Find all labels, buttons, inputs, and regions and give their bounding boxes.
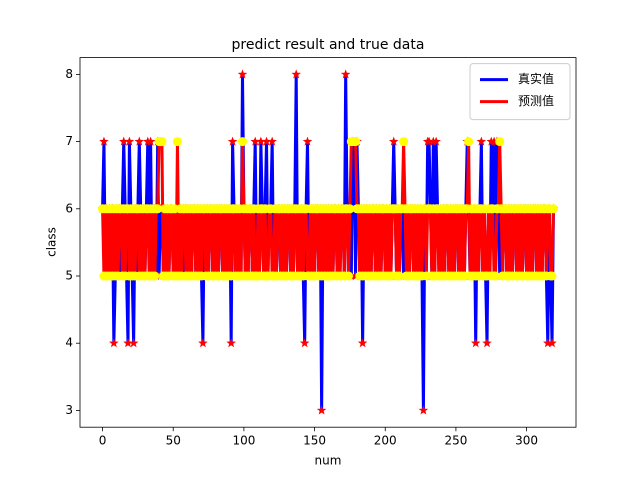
circle-marker xyxy=(394,271,404,281)
circle-marker xyxy=(495,137,505,147)
x-axis-label: num xyxy=(315,454,342,468)
y-axis-label: class xyxy=(45,227,59,257)
star-marker xyxy=(226,338,236,348)
circle-marker xyxy=(351,137,361,147)
star-marker xyxy=(256,136,266,146)
circle-marker xyxy=(548,204,558,214)
circle-marker xyxy=(399,137,409,147)
circle-marker xyxy=(547,271,557,281)
x-tick-label: 200 xyxy=(374,434,397,448)
star-marker xyxy=(547,338,557,348)
star-marker xyxy=(340,69,351,79)
star-marker xyxy=(291,69,301,79)
circle-marker xyxy=(153,204,163,214)
y-tick-label: 4 xyxy=(65,336,73,350)
legend-label: 真实值 xyxy=(518,71,554,86)
star-marker xyxy=(543,338,553,348)
star-marker xyxy=(299,338,310,348)
x-tick-label: 150 xyxy=(303,434,326,448)
star-marker xyxy=(476,136,487,146)
circle-marker xyxy=(491,271,501,281)
circle-marker xyxy=(150,271,160,281)
x-tick-label: 100 xyxy=(232,434,255,448)
circle-marker xyxy=(157,137,167,147)
series-line xyxy=(101,140,555,278)
star-marker xyxy=(261,136,272,146)
x-tick-label: 0 xyxy=(99,434,107,448)
star-marker xyxy=(250,136,260,146)
star-marker xyxy=(267,136,277,146)
y-tick-label: 8 xyxy=(65,67,73,81)
star-marker xyxy=(109,338,119,348)
circle-marker xyxy=(345,204,355,214)
star-marker xyxy=(316,405,327,415)
star-marker xyxy=(418,405,429,415)
star-marker xyxy=(302,136,313,146)
star-marker xyxy=(124,136,135,146)
legend-label: 预测值 xyxy=(518,93,554,108)
star-marker xyxy=(134,136,145,146)
plot-area xyxy=(97,69,559,415)
star-marker xyxy=(128,338,139,348)
star-marker xyxy=(198,338,208,348)
star-marker xyxy=(470,338,481,348)
legend-box xyxy=(469,63,571,121)
star-marker xyxy=(99,136,109,146)
star-marker xyxy=(431,136,441,146)
circle-marker xyxy=(237,137,247,147)
x-tick-label: 250 xyxy=(444,434,467,448)
star-marker xyxy=(237,69,248,79)
star-marker xyxy=(388,136,399,146)
chart-title: predict result and true data xyxy=(232,37,425,53)
star-marker xyxy=(145,136,156,146)
star-marker xyxy=(227,136,238,146)
star-marker xyxy=(118,136,129,146)
y-tick-label: 3 xyxy=(65,403,73,417)
x-tick-label: 300 xyxy=(515,434,538,448)
y-tick-label: 5 xyxy=(65,269,73,283)
x-tick-label: 50 xyxy=(166,434,181,448)
circle-marker xyxy=(464,137,474,147)
circle-marker xyxy=(172,137,182,147)
y-tick-label: 7 xyxy=(65,134,73,148)
star-marker xyxy=(482,338,492,348)
star-marker xyxy=(357,338,368,348)
star-marker xyxy=(424,136,434,146)
axes-frame xyxy=(79,57,577,428)
star-marker xyxy=(123,338,133,348)
circle-marker xyxy=(343,271,353,281)
y-tick-label: 6 xyxy=(65,201,73,215)
